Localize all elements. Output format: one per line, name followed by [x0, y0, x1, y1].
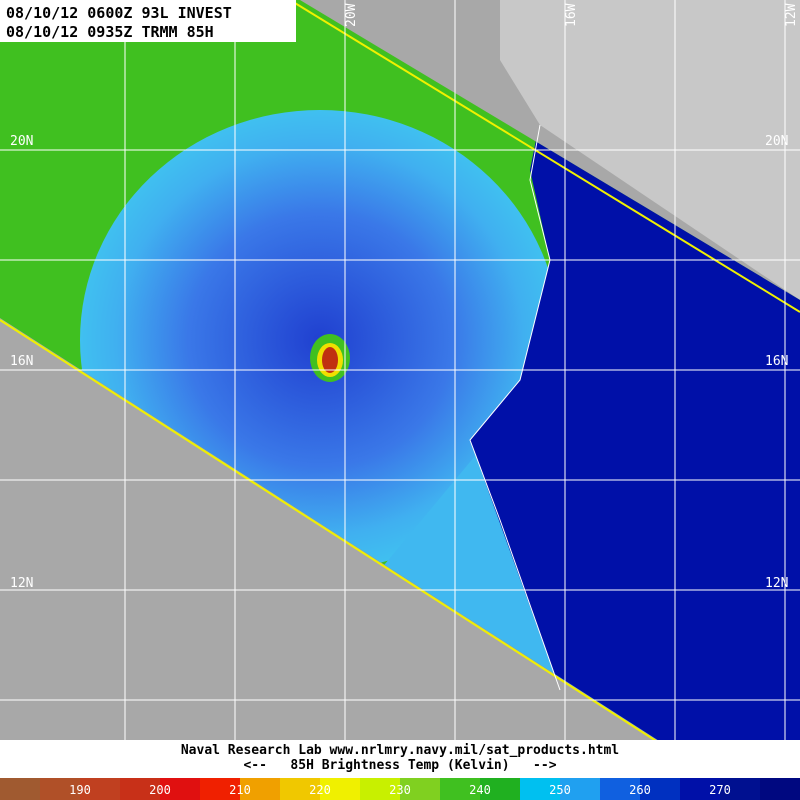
lat-label: 12N — [10, 576, 33, 591]
lon-label: 16W — [564, 3, 579, 27]
colorbar-segment — [120, 778, 161, 800]
colorbar-label: 210 — [229, 783, 251, 797]
colorbar-segment — [80, 778, 121, 800]
header-line: 08/10/12 0935Z TRMM 85H — [6, 23, 214, 41]
footer-box — [0, 740, 800, 778]
lat-label: 20N — [765, 134, 788, 149]
colorbar-label: 260 — [629, 783, 651, 797]
colorbar-segment — [760, 778, 800, 800]
header-box — [0, 0, 296, 42]
colorbar-segment — [200, 778, 241, 800]
colorbar-label: 220 — [309, 783, 331, 797]
colorbar-segment — [160, 778, 201, 800]
colorbar-label: 250 — [549, 783, 571, 797]
colorbar-label: 230 — [389, 783, 411, 797]
colorbar-segment — [640, 778, 681, 800]
colorbar-label: 240 — [469, 783, 491, 797]
colorbar-segment — [280, 778, 321, 800]
colorbar-segment — [480, 778, 521, 800]
colorbar-label: 190 — [69, 783, 91, 797]
colorbar-segment — [560, 778, 601, 800]
land-dark — [470, 120, 800, 780]
colorbar: 190 200 210 220 230 240 250 260 270 — [0, 778, 800, 800]
colorbar-segment — [0, 778, 41, 800]
colorbar-segment — [360, 778, 401, 800]
colorbar-segment — [680, 778, 721, 800]
footer-legend-title: <-- 85H Brightness Temp (Kelvin) --> — [243, 758, 556, 773]
colorbar-segment — [600, 778, 641, 800]
grid-labels: 20W 16W 12W 20N 20N 16N 16N 12N 12N — [10, 3, 799, 591]
colorbar-segment — [720, 778, 761, 800]
lat-label: 20N — [10, 134, 33, 149]
lon-label: 12W — [784, 3, 799, 27]
lon-label: 20W — [344, 3, 359, 27]
lat-label: 16N — [765, 354, 788, 369]
header-line: 08/10/12 0600Z 93L INVEST — [6, 4, 232, 22]
colorbar-label: 200 — [149, 783, 171, 797]
lat-lon-grid — [0, 0, 800, 740]
lat-label: 12N — [765, 576, 788, 591]
footer-credit: Naval Research Lab www.nrlmry.navy.mil/s… — [181, 743, 619, 758]
swath-edge — [0, 319, 721, 783]
colorbar-segment — [40, 778, 81, 800]
colorbar-segment — [320, 778, 361, 800]
coastline — [469, 124, 561, 691]
colorbar-segment — [520, 778, 561, 800]
colorbar-segment — [440, 778, 481, 800]
colorbar-segment — [240, 778, 281, 800]
convection-core — [322, 347, 338, 373]
colorbar-segment — [400, 778, 441, 800]
colorbar-label: 270 — [709, 783, 731, 797]
lat-label: 16N — [10, 354, 33, 369]
